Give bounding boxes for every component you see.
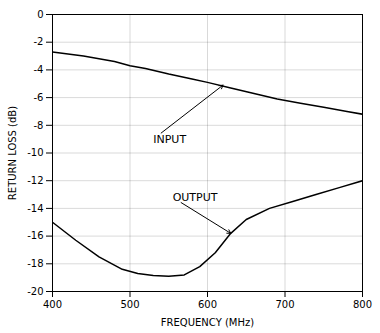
svg-text:RETURN LOSS (dB): RETURN LOSS (dB) <box>7 106 18 200</box>
svg-text:0: 0 <box>37 9 43 20</box>
svg-text:400: 400 <box>43 299 62 310</box>
svg-text:700: 700 <box>275 299 294 310</box>
svg-text:-12: -12 <box>27 175 43 186</box>
svg-text:OUTPUT: OUTPUT <box>173 191 218 204</box>
svg-text:-20: -20 <box>27 286 43 297</box>
svg-text:-4: -4 <box>34 64 44 75</box>
svg-text:800: 800 <box>353 299 372 310</box>
svg-text:-6: -6 <box>34 92 44 103</box>
svg-text:FREQUENCY (MHz): FREQUENCY (MHz) <box>161 317 254 328</box>
svg-text:600: 600 <box>198 299 217 310</box>
svg-text:-16: -16 <box>27 230 43 241</box>
svg-text:INPUT: INPUT <box>153 133 186 146</box>
svg-text:-8: -8 <box>34 120 44 131</box>
svg-text:-18: -18 <box>27 258 43 269</box>
svg-text:-14: -14 <box>27 203 43 214</box>
svg-text:500: 500 <box>120 299 139 310</box>
svg-text:-10: -10 <box>27 147 43 158</box>
svg-text:-2: -2 <box>34 36 44 47</box>
